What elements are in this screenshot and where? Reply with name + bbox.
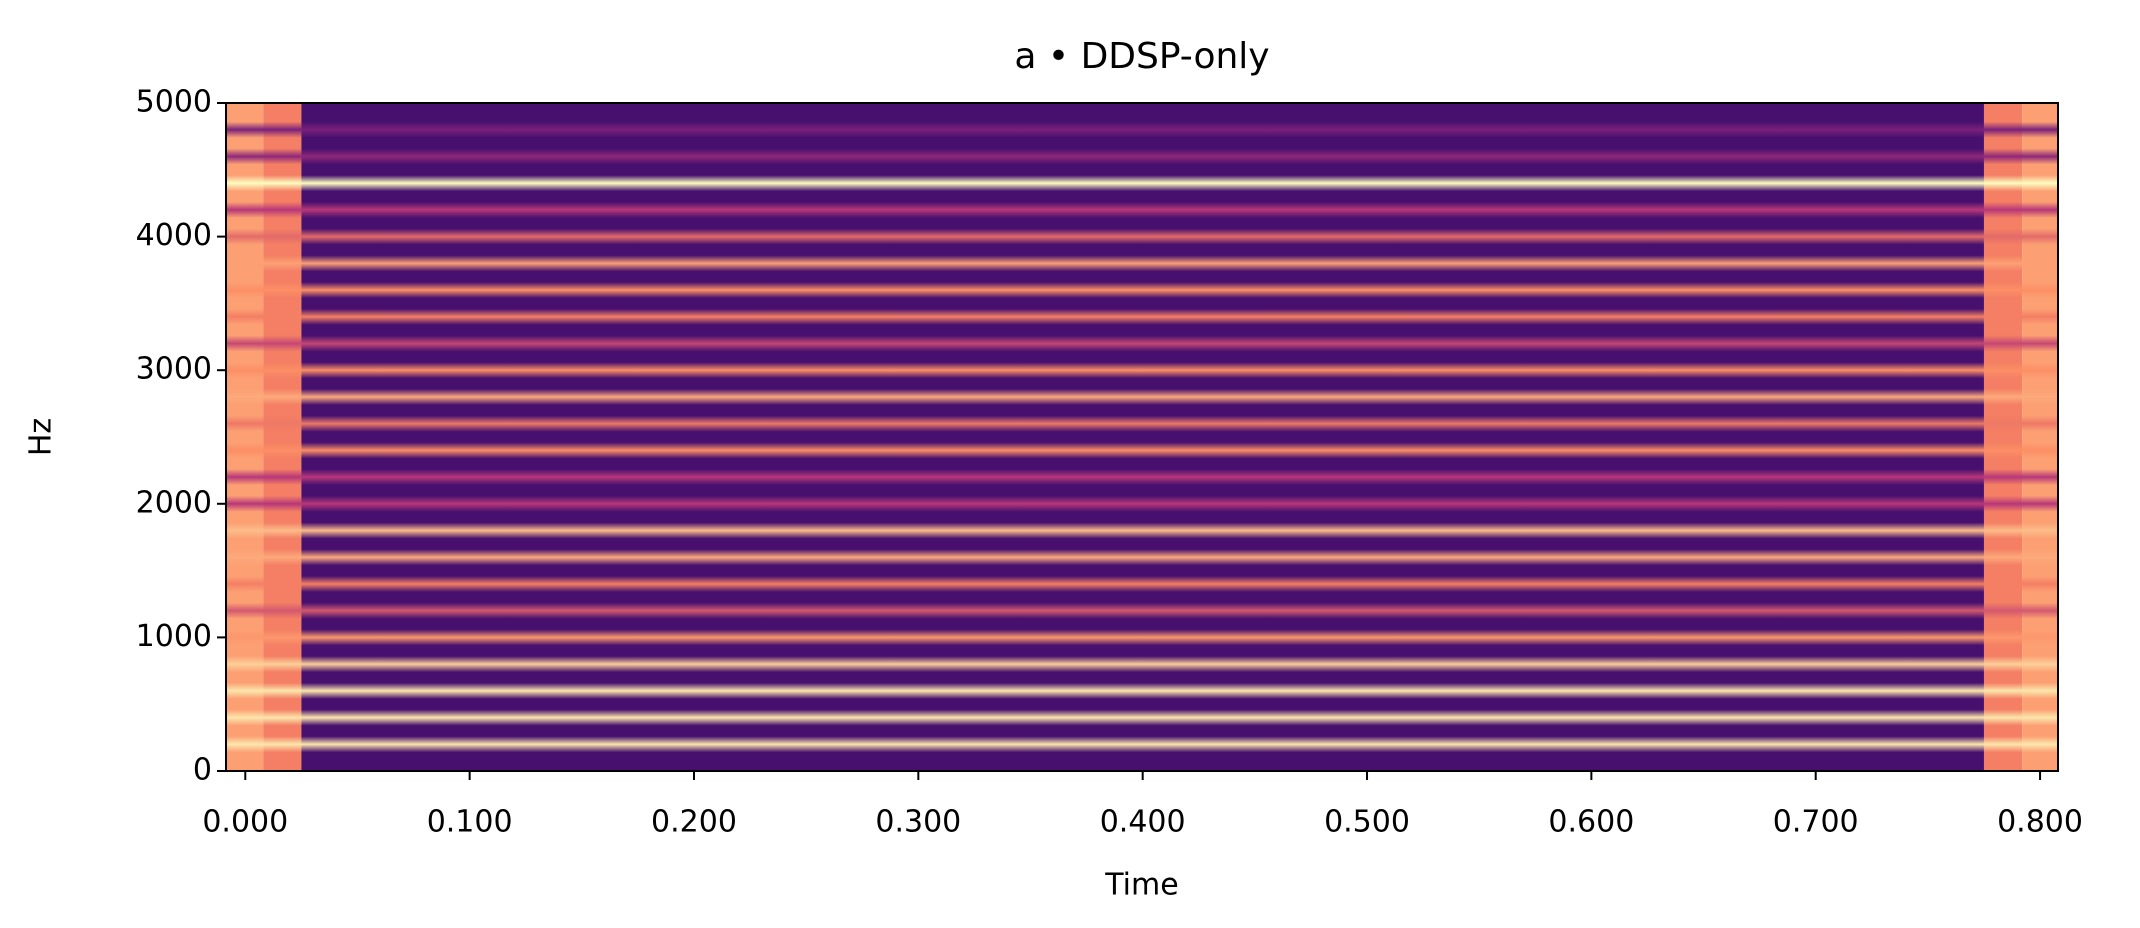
harmonic-band [226, 282, 2058, 299]
harmonic-band [226, 228, 2058, 245]
harmonic-band [226, 709, 2058, 726]
x-tick-label: 0.300 [875, 805, 961, 840]
y-tick-label: 2000 [136, 485, 212, 520]
harmonic-band [226, 148, 2058, 165]
harmonic-band [226, 736, 2058, 753]
x-tick-label: 0.500 [1324, 805, 1410, 840]
harmonic-band [226, 308, 2058, 325]
harmonic-band [226, 335, 2058, 352]
x-tick-label: 0.400 [1100, 805, 1186, 840]
harmonic-band [226, 121, 2058, 138]
y-tick-label: 1000 [136, 619, 212, 654]
x-tick-label: 0.800 [1997, 805, 2083, 840]
harmonic-band [226, 495, 2058, 512]
x-tick-label: 0.600 [1548, 805, 1634, 840]
harmonic-band [226, 201, 2058, 218]
harmonic-band [226, 362, 2058, 379]
harmonic-band [226, 442, 2058, 459]
harmonic-band [226, 549, 2058, 566]
y-tick-label: 5000 [136, 85, 212, 120]
harmonic-band [226, 415, 2058, 432]
y-tick-label: 4000 [136, 218, 212, 253]
y-tick-label: 3000 [136, 352, 212, 387]
x-tick-label: 0.700 [1773, 805, 1859, 840]
harmonic-band [226, 629, 2058, 646]
y-tick-label: 0 [193, 753, 212, 788]
plot-area [226, 103, 2058, 771]
x-tick-label: 0.100 [427, 805, 513, 840]
harmonic-band [226, 255, 2058, 272]
x-tick-label: 0.200 [651, 805, 737, 840]
harmonic-band [226, 388, 2058, 405]
x-axis-label: Time [1104, 868, 1178, 903]
harmonic-band [226, 469, 2058, 486]
chart-title: a • DDSP-only [1014, 36, 1269, 77]
harmonic-band [226, 575, 2058, 592]
harmonic-band [226, 682, 2058, 699]
harmonic-band [226, 175, 2058, 192]
y-axis-label: Hz [24, 418, 59, 456]
harmonic-band [226, 602, 2058, 619]
harmonic-band [226, 522, 2058, 539]
x-tick-label: 0.000 [202, 805, 288, 840]
harmonic-band [226, 656, 2058, 673]
